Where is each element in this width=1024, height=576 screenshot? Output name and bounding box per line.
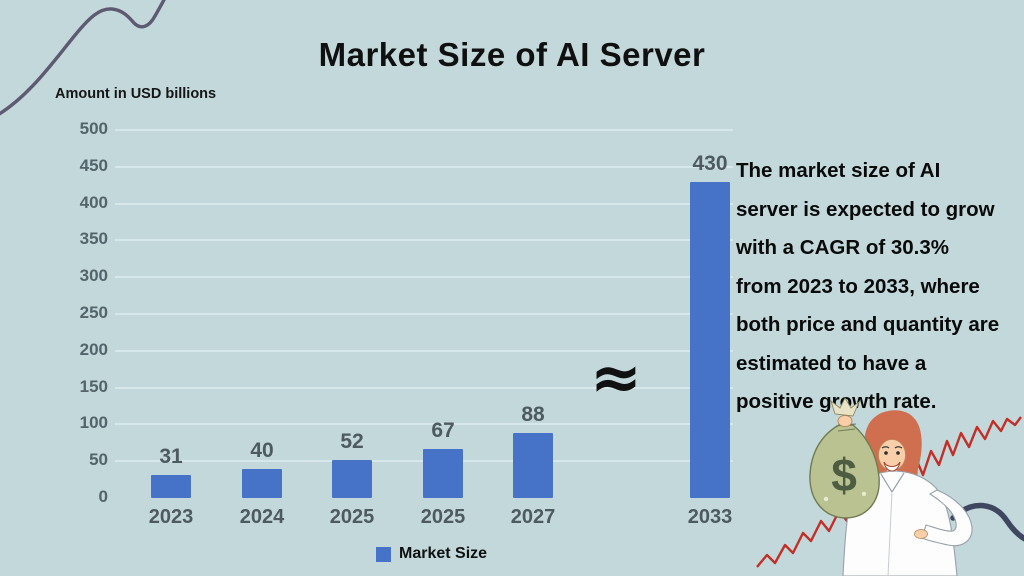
annotation-line: both price and quantity are bbox=[736, 313, 1000, 336]
bag-body bbox=[809, 424, 880, 519]
category-label: 2025 bbox=[329, 506, 375, 528]
face bbox=[878, 439, 906, 471]
legend-color-swatch bbox=[376, 546, 391, 562]
y-axis-unit-label: Amount in USD billions bbox=[55, 86, 217, 102]
gridline bbox=[115, 386, 733, 389]
y-tick-label: 150 bbox=[79, 376, 108, 396]
y-tick-label: 250 bbox=[79, 303, 108, 322]
hip-hand bbox=[914, 529, 928, 539]
y-tick-label: 400 bbox=[79, 192, 108, 212]
bar-value-label: 67 bbox=[431, 418, 455, 442]
eye bbox=[884, 451, 888, 455]
bar-value-label: 430 bbox=[692, 151, 728, 175]
annotation-line: estimated to have a bbox=[736, 351, 927, 375]
annotation-text: The market size of AI server is expected… bbox=[736, 152, 1024, 422]
category-label: 2027 bbox=[510, 506, 556, 528]
gridline bbox=[115, 129, 733, 131]
gridline bbox=[115, 349, 733, 352]
gridline bbox=[115, 313, 733, 315]
category-label: 2023 bbox=[148, 506, 194, 528]
category-label: 2033 bbox=[687, 506, 733, 528]
bar-value-label: 40 bbox=[250, 438, 274, 462]
y-tick-label: 450 bbox=[79, 155, 108, 175]
eyebrow bbox=[881, 446, 890, 449]
bar bbox=[332, 459, 372, 498]
decorative-wave-line bbox=[0, 0, 166, 116]
bar bbox=[690, 181, 730, 498]
y-tick-label: 350 bbox=[79, 229, 108, 249]
y-tick-label: 500 bbox=[79, 119, 108, 138]
bag-flaps bbox=[830, 397, 861, 417]
bar bbox=[242, 468, 282, 498]
chart-legend: Market Size bbox=[376, 545, 487, 563]
shirt-seam bbox=[887, 491, 893, 576]
annotation-line: The market size of AI bbox=[736, 159, 941, 182]
axis-break-symbol: ≈ bbox=[590, 340, 642, 414]
businesswoman-money-bag-illustration: $ bbox=[756, 397, 1024, 576]
bar bbox=[423, 448, 463, 498]
annotation-line: server is expected to grow bbox=[736, 197, 995, 221]
gripping-hand bbox=[837, 415, 853, 427]
y-tick-label: 0 bbox=[98, 487, 108, 506]
gridline bbox=[115, 423, 733, 426]
gridline bbox=[115, 165, 733, 168]
legend-series-label: Market Size bbox=[399, 545, 488, 562]
annotation-line: positive growth rate. bbox=[736, 390, 937, 413]
bar bbox=[513, 433, 553, 498]
y-tick-label: 100 bbox=[79, 413, 108, 433]
annotation-line: with a CAGR of 30.3% bbox=[736, 236, 950, 259]
y-tick-label: 300 bbox=[79, 266, 108, 286]
annotation-line: from 2023 to 2033, where bbox=[736, 274, 980, 298]
hair-fringe bbox=[877, 422, 908, 449]
akimbo-arm bbox=[921, 489, 973, 547]
page-title: Market Size of AI Server bbox=[318, 36, 706, 73]
category-label: 2025 bbox=[420, 506, 466, 528]
bag-sparkle bbox=[823, 496, 829, 502]
eyebrow bbox=[894, 446, 903, 449]
bar-value-label: 88 bbox=[521, 403, 545, 427]
gridline bbox=[115, 239, 733, 242]
bag-sparkle bbox=[861, 491, 867, 497]
bar-value-label: 31 bbox=[159, 445, 183, 469]
gridline bbox=[115, 276, 733, 279]
bar bbox=[151, 475, 191, 498]
bar-value-label: 52 bbox=[340, 429, 364, 453]
category-label: 2024 bbox=[239, 506, 285, 528]
gridline bbox=[115, 202, 733, 205]
eye bbox=[896, 451, 900, 455]
money-bag: $ bbox=[809, 397, 880, 519]
y-tick-label: 200 bbox=[79, 339, 108, 359]
y-tick-label: 50 bbox=[89, 450, 108, 470]
smile bbox=[883, 461, 901, 472]
dollar-sign: $ bbox=[831, 449, 857, 501]
